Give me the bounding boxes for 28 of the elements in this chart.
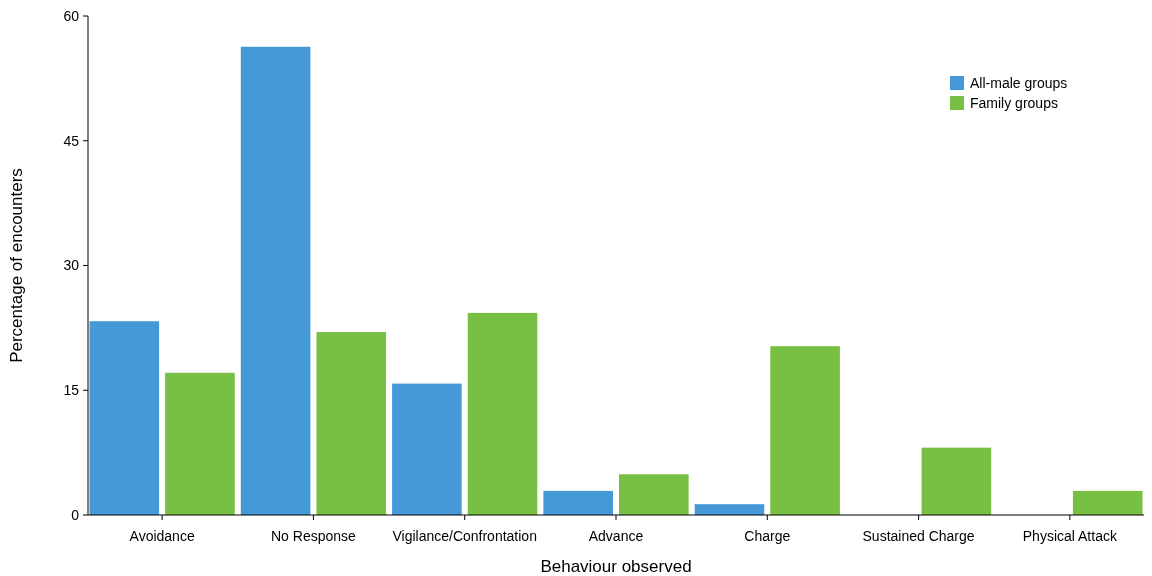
y-tick-label: 30 [63,257,80,274]
legend-label: All-male groups [970,74,1068,91]
bar [694,504,765,515]
bar [89,321,160,515]
legend-label: Family groups [970,94,1058,111]
x-tick-label: No Response [271,528,357,544]
bar [619,474,689,515]
bar [770,346,840,515]
y-tick-label: 15 [63,382,80,399]
x-tick-label: Charge [744,528,791,544]
x-tick-label: Vigilance/Confrontation [392,528,537,544]
bar [467,312,538,515]
bar [543,490,613,515]
y-tick-label: 60 [63,7,80,24]
bar [921,447,992,515]
y-tick-label: 0 [71,506,80,523]
bar [1072,490,1143,515]
x-tick-label: Sustained Charge [862,528,975,544]
x-tick-label: Avoidance [129,528,195,544]
bar [392,383,462,515]
bar [165,372,235,515]
bar [240,46,311,515]
x-tick-label: Physical Attack [1022,528,1118,544]
bar [316,332,387,515]
x-tick-label: Advance [588,528,644,544]
y-tick-label: 45 [63,132,80,149]
x-axis-title: Behaviour observed [540,557,692,576]
y-axis-title: Percentage of encounters [7,168,26,363]
